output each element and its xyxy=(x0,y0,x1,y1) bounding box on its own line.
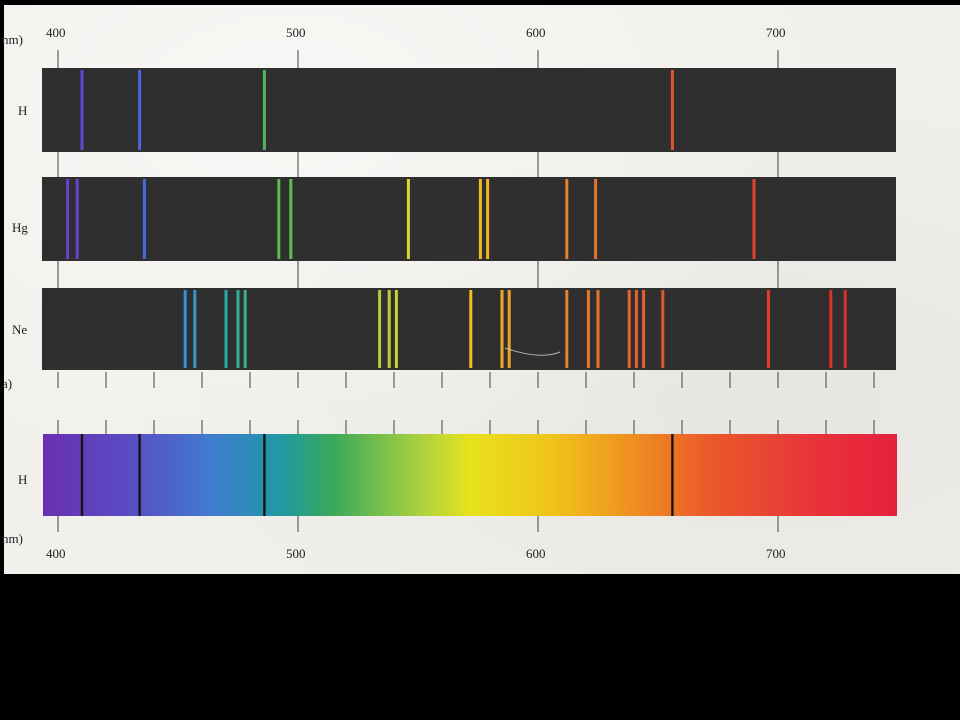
emission-line xyxy=(661,290,665,368)
emission-line xyxy=(66,179,70,259)
emission-line xyxy=(193,290,197,368)
emission-strip-hg xyxy=(42,177,896,261)
emission-strip-ne xyxy=(42,288,896,370)
top-scale-label: 400 xyxy=(46,25,66,40)
emission-strip-h xyxy=(42,68,896,152)
emission-line xyxy=(469,290,473,368)
emission-line xyxy=(565,290,569,368)
h-emission-lines xyxy=(80,70,674,150)
top-scale-label: 500 xyxy=(286,25,306,40)
bottom-guide-lines xyxy=(57,516,779,532)
top-scale-label: 700 xyxy=(766,25,786,40)
absorption-line xyxy=(80,434,84,516)
emission-line xyxy=(670,70,674,150)
absorption-line xyxy=(263,434,266,516)
minor-tick-scale-upper xyxy=(57,372,875,388)
emission-line xyxy=(277,179,281,259)
emission-line xyxy=(75,179,79,259)
bottom-wavelength-scale: 400 500 600 700 xyxy=(46,546,786,561)
emission-line xyxy=(243,290,247,368)
emission-line xyxy=(378,290,382,368)
emission-line xyxy=(766,290,770,368)
emission-line xyxy=(236,290,240,368)
scan-artifact xyxy=(504,347,561,356)
ne-emission-lines xyxy=(183,290,847,368)
absorption-line xyxy=(671,434,674,516)
units-label-top: nm) xyxy=(2,32,23,47)
emission-line xyxy=(387,290,391,368)
emission-line xyxy=(627,290,631,368)
units-label-bottom: nm) xyxy=(2,531,23,546)
absorption-strip-h xyxy=(43,434,897,516)
emission-line xyxy=(500,290,504,368)
emission-line xyxy=(262,70,266,150)
h-absorption-lines xyxy=(80,434,674,516)
emission-line xyxy=(596,290,600,368)
emission-line xyxy=(80,70,84,150)
hg-emission-lines xyxy=(66,179,756,259)
bottom-scale-label: 500 xyxy=(286,546,306,561)
emission-line xyxy=(478,179,482,259)
label-ne-emission: Ne xyxy=(12,322,27,337)
strip-hg-background xyxy=(42,177,896,261)
emission-line xyxy=(406,179,410,259)
emission-line xyxy=(586,290,590,368)
emission-line xyxy=(486,179,490,259)
continuous-spectrum xyxy=(43,434,897,516)
minor-tick-scale-lower xyxy=(57,420,875,434)
strip-h-background xyxy=(42,68,896,152)
emission-line xyxy=(752,179,756,259)
emission-line xyxy=(829,290,833,368)
emission-line xyxy=(289,179,293,259)
emission-line xyxy=(634,290,638,368)
label-h-emission: H xyxy=(18,103,27,118)
emission-line xyxy=(594,179,598,259)
bottom-scale-label: 400 xyxy=(46,546,66,561)
top-scale-label: 600 xyxy=(526,25,546,40)
emission-line xyxy=(183,290,187,368)
label-hg-emission: Hg xyxy=(12,220,28,235)
emission-line xyxy=(142,179,146,259)
emission-line xyxy=(224,290,228,368)
emission-line xyxy=(642,290,646,368)
emission-line xyxy=(565,179,569,259)
emission-line xyxy=(394,290,398,368)
bottom-scale-label: 700 xyxy=(766,546,786,561)
emission-line xyxy=(138,70,142,150)
emission-line xyxy=(507,290,511,368)
label-h-absorption: H xyxy=(18,472,27,487)
emission-line xyxy=(843,290,847,368)
absorption-line xyxy=(138,434,141,516)
stray-label: a) xyxy=(2,376,12,391)
bottom-scale-label: 600 xyxy=(526,546,546,561)
top-wavelength-scale: 400 500 600 700 xyxy=(46,25,786,40)
